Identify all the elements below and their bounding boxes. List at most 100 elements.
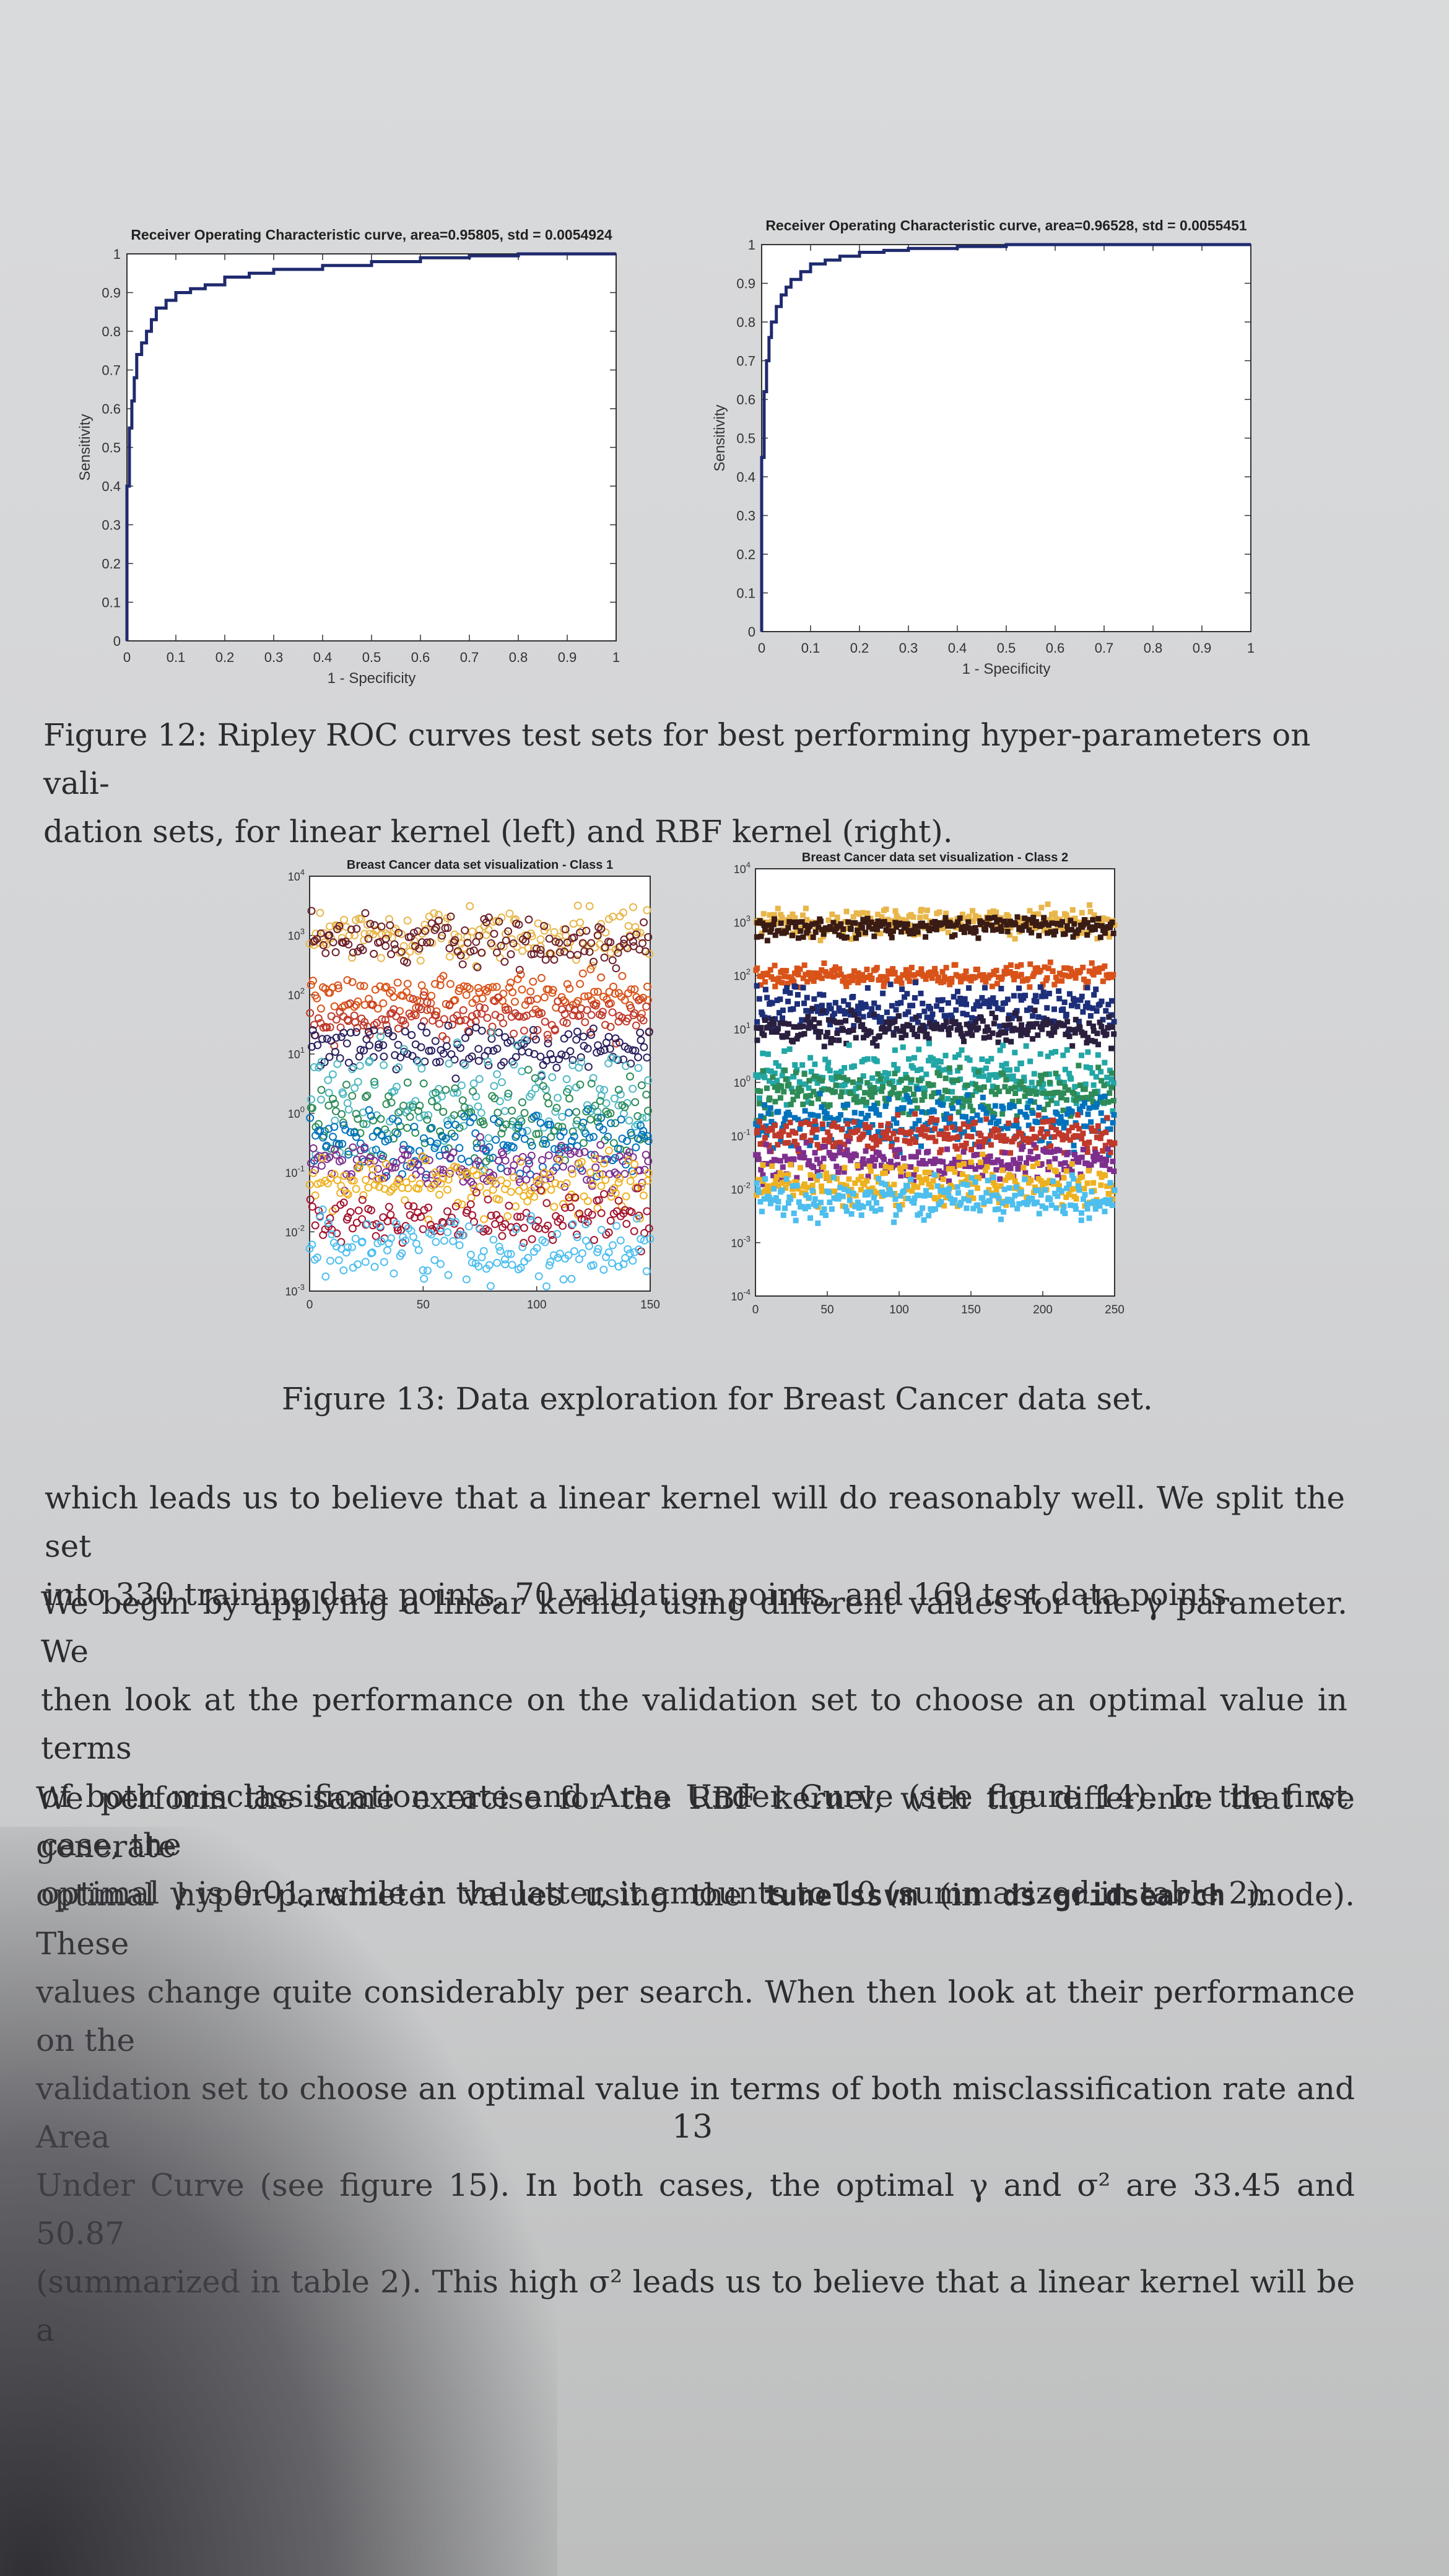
scatter-point	[858, 1164, 864, 1170]
scatter-point	[765, 1160, 771, 1167]
scatter-point	[1022, 1087, 1029, 1093]
scatter-point	[845, 1138, 851, 1144]
scatter-point	[959, 1142, 965, 1149]
scatter-point	[554, 1094, 562, 1102]
x-tick-label: 0.1	[801, 640, 820, 656]
scatter-point	[446, 980, 455, 988]
scatter-point	[1012, 1160, 1018, 1167]
scatter-point	[1100, 978, 1106, 985]
scatter-point	[941, 1116, 947, 1122]
scatter-point	[765, 1110, 772, 1116]
scatter-point	[813, 1203, 819, 1209]
scatter-point	[824, 1111, 830, 1117]
scatter-point	[1053, 928, 1059, 934]
scatter-point	[596, 1047, 605, 1056]
scatter-point	[804, 994, 810, 1001]
scatter-point	[858, 1173, 864, 1180]
scatter-point	[980, 1106, 986, 1112]
scatter-point	[803, 1192, 809, 1198]
scatter-point	[637, 1036, 645, 1045]
scatter-point	[1016, 1098, 1022, 1104]
scatter-point	[1071, 996, 1077, 1002]
scatter-point	[803, 1119, 809, 1125]
scatter-point	[837, 1112, 843, 1118]
scatter-point	[536, 935, 545, 944]
scatter-point	[762, 926, 768, 933]
scatter-point	[1047, 1196, 1053, 1203]
scatter-point	[1109, 1202, 1115, 1208]
scatter-point	[918, 990, 924, 996]
scatter-point	[834, 1176, 840, 1182]
scatter-point	[344, 1105, 353, 1114]
scatter-point	[868, 915, 874, 921]
scatter-point	[848, 1186, 855, 1193]
scatter-point	[849, 977, 855, 983]
scatter-point	[484, 1134, 493, 1142]
scatter-point	[553, 1230, 562, 1238]
scatter-point	[573, 1027, 581, 1036]
scatter-point	[339, 1121, 348, 1129]
scatter-point	[642, 1003, 651, 1011]
scatter-point	[1029, 920, 1035, 926]
scatter-point	[620, 996, 629, 1004]
scatter-point	[812, 1196, 818, 1202]
scatter-point	[1027, 961, 1033, 967]
scatter-point	[422, 938, 431, 947]
scatter-point	[1012, 1050, 1018, 1056]
scatter-point	[1008, 1086, 1014, 1092]
scatter-point	[601, 1175, 610, 1184]
scatter-point	[947, 1196, 954, 1202]
scatter-point	[756, 1095, 762, 1101]
scatter-point	[972, 974, 978, 980]
scatter-point	[334, 984, 342, 993]
scatter-point	[920, 973, 926, 979]
scatter-point	[895, 1112, 901, 1118]
scatter-point	[815, 1220, 821, 1226]
scatter-point	[1032, 1085, 1038, 1091]
scatter-point	[382, 1100, 391, 1108]
scatter-point	[871, 933, 877, 939]
scatter-point	[629, 1256, 637, 1265]
scatter-point	[559, 996, 568, 1005]
scatter-point	[806, 1121, 812, 1127]
scatter-point	[779, 1015, 785, 1021]
scatter-point	[1011, 1025, 1017, 1032]
scatter-point	[612, 964, 620, 973]
scatter-point	[941, 1170, 947, 1176]
scatter-point	[991, 1112, 998, 1118]
scatter-point	[606, 1109, 615, 1118]
scatter-point	[971, 1066, 977, 1073]
scatter-point	[827, 1102, 833, 1108]
scatter-point	[370, 1263, 379, 1271]
scatter-point	[793, 1069, 799, 1076]
scatter-point	[974, 1112, 980, 1118]
scatter-point	[807, 1142, 813, 1149]
scatter-point	[1063, 1011, 1069, 1017]
scatter-point	[1110, 1097, 1116, 1103]
scatter-point	[411, 942, 419, 951]
scatter-point	[1062, 1210, 1068, 1216]
scatter-point	[960, 1103, 966, 1109]
scatter-point	[809, 1006, 816, 1012]
scatter-point	[629, 938, 638, 946]
scatter-point	[492, 1136, 500, 1144]
scatter-point	[573, 951, 582, 959]
scatter-point	[407, 1159, 416, 1168]
scatter-point	[556, 1214, 565, 1223]
scatter-point	[985, 1177, 991, 1183]
scatter-point	[423, 998, 432, 1007]
scatter-point	[1077, 997, 1084, 1003]
scatter-point	[797, 1165, 803, 1171]
scatter-point	[955, 1099, 962, 1105]
scatter-point	[488, 1022, 497, 1031]
scatter-point	[1111, 1019, 1117, 1025]
scatter-point	[1024, 1007, 1030, 1013]
scatter-point	[886, 922, 892, 928]
scatter-point	[977, 1117, 983, 1123]
scatter-point	[589, 1133, 598, 1141]
scatter-point	[822, 968, 829, 975]
scatter-point	[926, 1036, 932, 1042]
scatter-point	[360, 981, 368, 990]
scatter-point	[793, 924, 799, 930]
scatter-point	[950, 1105, 956, 1112]
